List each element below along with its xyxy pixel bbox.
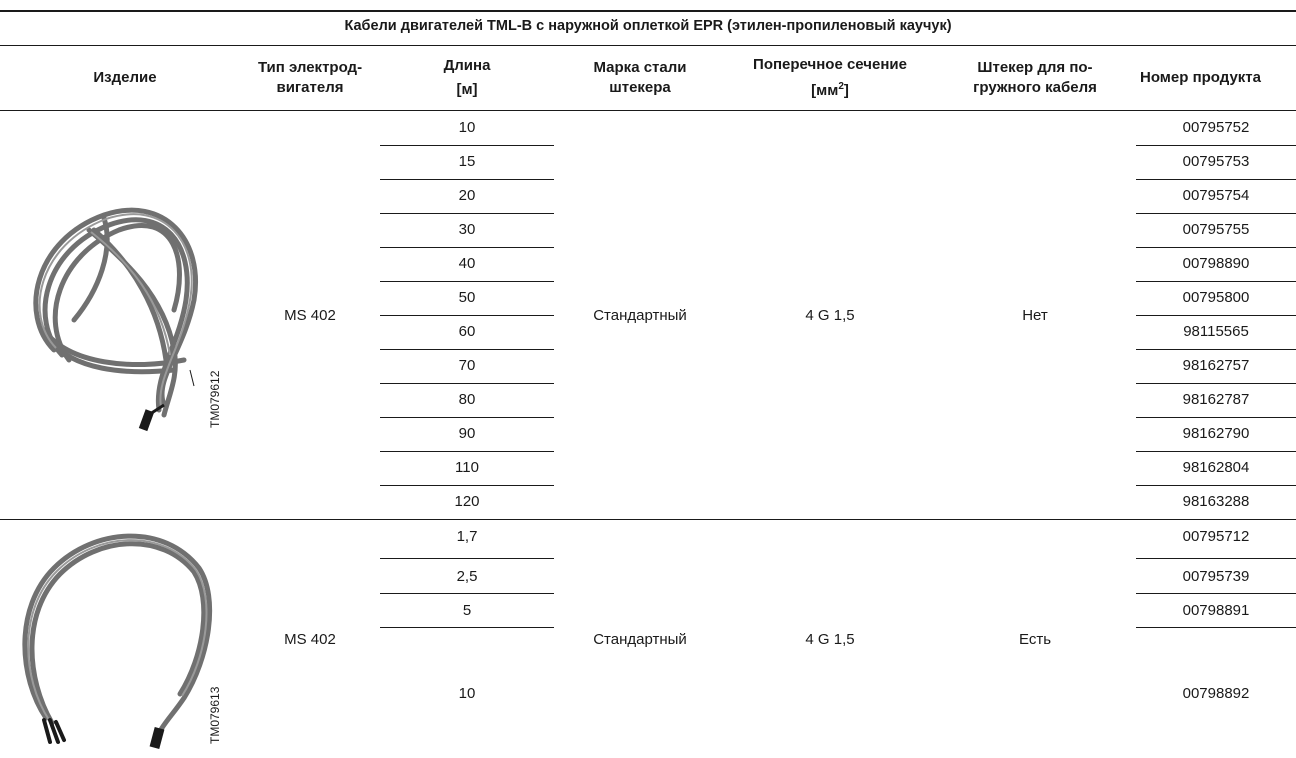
row-divider [380, 315, 554, 316]
header-steel-line1: Марка стали [593, 59, 687, 76]
image-code-2: TM079613 [208, 686, 222, 744]
length-cell: 15 [458, 153, 476, 170]
length-cell: 110 [455, 459, 479, 476]
row-divider [1136, 485, 1296, 486]
row-divider [1136, 179, 1296, 180]
product-number-cell: 98162757 [1182, 357, 1250, 374]
row-divider [380, 383, 554, 384]
length-cell: 10 [458, 684, 476, 702]
plug-cell-2: Есть [1018, 630, 1052, 648]
header-section-sup: 2 [838, 81, 844, 92]
length-cell: 10 [458, 119, 476, 136]
product-number-cell: 00795800 [1182, 289, 1250, 306]
section-cell-1: 4 G 1,5 [805, 306, 855, 324]
section-cell-2: 4 G 1,5 [805, 630, 855, 648]
row-divider [1136, 451, 1296, 452]
header-plug-line1: Штекер для по- [977, 59, 1093, 76]
row-divider [380, 558, 554, 559]
row-divider [1136, 145, 1296, 146]
length-cell: 50 [458, 289, 476, 306]
length-cell: 1,7 [456, 528, 478, 545]
row-divider [380, 213, 554, 214]
row-divider [380, 247, 554, 248]
table-title: Кабели двигателей TML-B с наружной оплет… [0, 10, 1296, 44]
cable-coil-image [33, 207, 198, 432]
product-number-cell: 00795754 [1182, 187, 1250, 204]
title-divider [0, 45, 1296, 46]
product-number-cell: 00798892 [1182, 684, 1250, 702]
header-cross-section: Поперечное сечение [мм2] [725, 46, 935, 110]
row-divider [1136, 281, 1296, 282]
plug-cell-1: Нет [1022, 306, 1048, 324]
product-number-cell: 98162787 [1182, 391, 1250, 408]
steel-cell-2: Стандартный [593, 630, 687, 648]
row-divider [380, 451, 554, 452]
length-cell: 20 [458, 187, 476, 204]
header-plug-line2: гружного кабеля [973, 79, 1097, 96]
header-number-label: Номер продукта [1140, 69, 1261, 86]
row-divider [1136, 213, 1296, 214]
header-section-line1: Поперечное сечение [753, 56, 907, 73]
header-section-line2: [мм2] [811, 81, 849, 101]
product-number-cell: 98163288 [1182, 493, 1250, 510]
header-motor-line2: вигателя [276, 79, 344, 96]
header-product: Изделие [30, 46, 220, 110]
header-length-line2: [м] [456, 81, 478, 98]
product-number-cell: 00795755 [1182, 221, 1250, 238]
header-product-label: Изделие [93, 69, 157, 86]
length-cell: 40 [458, 255, 476, 272]
length-cell: 90 [458, 425, 476, 442]
header-length: Длина [м] [380, 46, 554, 110]
product-number-cell: 00795739 [1182, 568, 1250, 585]
row-divider [1136, 349, 1296, 350]
product-number-cell: 00798891 [1182, 602, 1250, 619]
length-cell: 80 [458, 391, 476, 408]
row-divider [380, 349, 554, 350]
header-length-line1: Длина [443, 57, 491, 74]
length-cell: 120 [454, 493, 480, 510]
header-section-unit: [мм [811, 82, 839, 99]
row-divider [380, 417, 554, 418]
product-number-cell: 00798890 [1182, 255, 1250, 272]
cable-loop-image [22, 533, 213, 749]
product-number-cell: 00795712 [1182, 528, 1250, 545]
row-divider [380, 627, 554, 628]
row-divider [1136, 383, 1296, 384]
header-plug: Штекер для по- гружного кабеля [945, 46, 1125, 110]
product-number-cell: 98162804 [1182, 459, 1250, 476]
row-divider [380, 593, 554, 594]
motor-type-cell-2: MS 402 [284, 630, 336, 648]
row-divider [1136, 417, 1296, 418]
header-steel-line2: штекера [609, 79, 671, 96]
row-divider [380, 485, 554, 486]
length-cell: 70 [458, 357, 476, 374]
product-number-cell: 98162790 [1182, 425, 1250, 442]
header-product-number: Номер продукта [1136, 46, 1296, 110]
row-divider [380, 145, 554, 146]
row-divider [1136, 558, 1296, 559]
group-divider [0, 519, 1296, 520]
length-cell: 30 [458, 221, 476, 238]
steel-cell-1: Стандартный [593, 306, 687, 324]
row-divider [1136, 593, 1296, 594]
header-section-bracket: ] [843, 82, 849, 99]
length-cell: 2,5 [456, 568, 478, 585]
header-motor-type: Тип электрод- вигателя [225, 46, 395, 110]
row-divider [1136, 247, 1296, 248]
length-cell: 60 [458, 323, 476, 340]
row-divider [1136, 315, 1296, 316]
header-divider [0, 110, 1296, 111]
product-number-cell: 00795752 [1182, 119, 1250, 136]
image-code-1: TM079612 [208, 370, 222, 428]
length-cell: 5 [462, 602, 472, 619]
product-number-cell: 98115565 [1183, 323, 1249, 340]
header-motor-line1: Тип электрод- [257, 59, 363, 76]
row-divider [380, 179, 554, 180]
header-steel: Марка стали штекера [555, 46, 725, 110]
row-divider [1136, 627, 1296, 628]
product-number-cell: 00795753 [1182, 153, 1250, 170]
row-divider [380, 281, 554, 282]
motor-type-cell-1: MS 402 [284, 306, 336, 324]
